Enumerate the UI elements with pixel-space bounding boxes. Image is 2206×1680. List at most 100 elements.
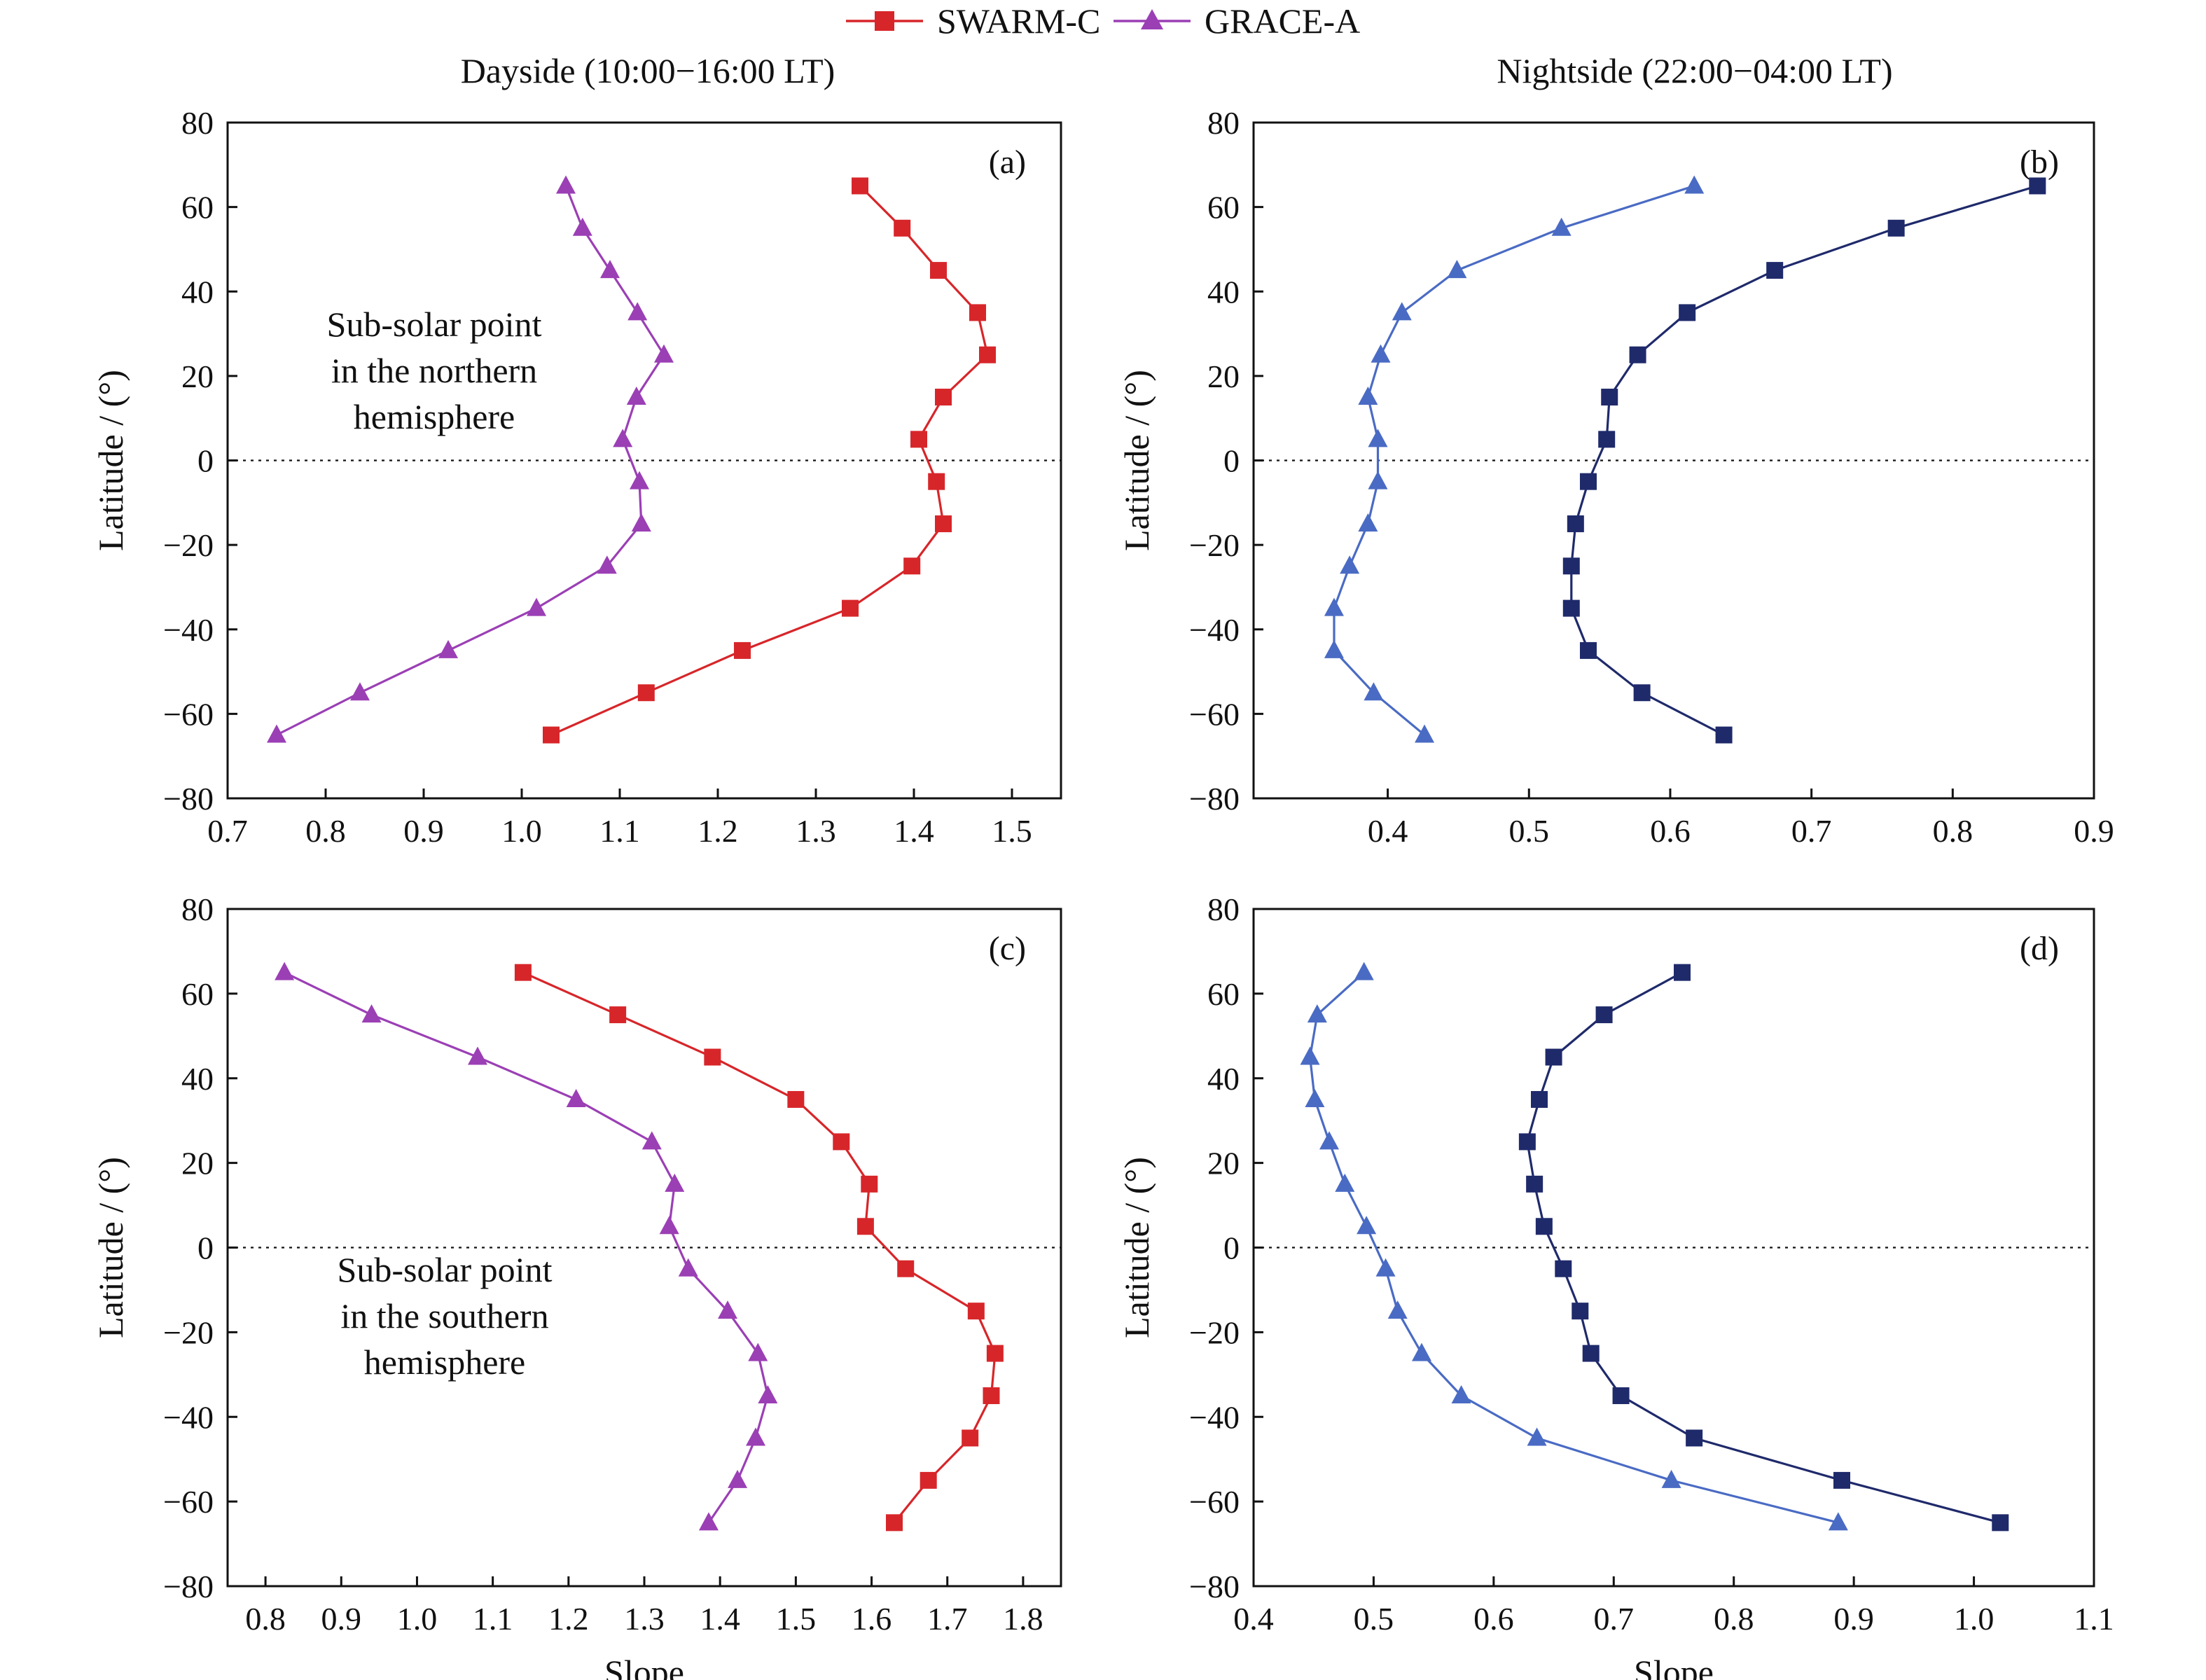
series-swarm-c <box>1518 964 2009 1532</box>
data-point-swarm-c <box>1633 684 1651 702</box>
data-point-swarm-c <box>1887 219 1905 237</box>
annotation-line: Sub-solar point <box>327 305 542 344</box>
x-tick-label: 1.1 <box>599 813 640 849</box>
y-tick-label: −20 <box>1189 527 1240 563</box>
y-tick-label: −40 <box>1189 612 1240 648</box>
x-tick-label: 1.4 <box>894 813 934 849</box>
data-point-grace-a <box>698 1512 719 1531</box>
x-tick-label: 1.1 <box>473 1601 513 1637</box>
x-tick-label: 0.8 <box>1933 813 1973 849</box>
data-point-grace-a <box>1324 639 1344 658</box>
data-point-swarm-c <box>1595 1006 1613 1024</box>
data-point-grace-a <box>718 1300 737 1319</box>
legend-item-grace-a: GRACE-A <box>1114 1 1360 41</box>
y-tick-label: 0 <box>1223 1230 1240 1266</box>
legend: SWARM-C GRACE-A <box>846 1 1360 41</box>
data-point-swarm-c <box>935 389 952 406</box>
data-point-swarm-c <box>928 473 945 490</box>
data-point-swarm-c <box>894 219 911 237</box>
data-point-swarm-c <box>920 1471 937 1489</box>
data-point-swarm-c <box>1579 641 1597 659</box>
data-point-swarm-c <box>986 1345 1004 1362</box>
data-point-swarm-c <box>543 726 560 744</box>
x-tick-label: 1.0 <box>501 813 542 849</box>
data-point-grace-a <box>275 962 295 980</box>
panel-label: (b) <box>2020 144 2059 181</box>
data-point-swarm-c <box>637 684 655 702</box>
data-point-grace-a <box>1354 962 1374 980</box>
data-point-grace-a <box>654 344 674 363</box>
data-point-swarm-c <box>1766 262 1784 279</box>
data-point-grace-a <box>641 1131 662 1150</box>
panel-label: (c) <box>989 930 1026 967</box>
x-tick-label: 1.8 <box>1003 1601 1043 1637</box>
y-tick-label: 0 <box>197 1230 214 1266</box>
data-point-grace-a <box>746 1427 766 1446</box>
x-tick-label: 0.8 <box>305 813 346 849</box>
data-point-swarm-c <box>2029 177 2046 195</box>
annotation-line: in the southern <box>340 1296 548 1335</box>
y-tick-label: 20 <box>1207 1146 1240 1181</box>
series-line-grace-a <box>284 971 769 1524</box>
data-point-grace-a <box>1319 1131 1339 1150</box>
y-tick-label: 40 <box>1207 274 1240 310</box>
y-tick-label: 80 <box>181 105 214 141</box>
data-point-swarm-c <box>1629 346 1646 363</box>
data-point-grace-a <box>438 639 458 658</box>
x-tick-label: 1.3 <box>624 1601 665 1637</box>
data-point-swarm-c <box>930 262 947 279</box>
y-tick-label: −40 <box>1189 1399 1240 1435</box>
x-tick-label: 0.5 <box>1354 1601 1394 1637</box>
data-point-swarm-c <box>1833 1471 1850 1489</box>
data-point-swarm-c <box>910 431 927 448</box>
data-point-grace-a <box>468 1046 487 1065</box>
y-tick-label: −20 <box>1189 1314 1240 1350</box>
data-point-swarm-c <box>903 557 921 575</box>
data-point-swarm-c <box>1582 1345 1600 1362</box>
data-point-swarm-c <box>967 1303 985 1320</box>
data-point-swarm-c <box>1715 726 1733 744</box>
x-tick-label: 0.9 <box>1833 1601 1874 1637</box>
y-tick-label: −40 <box>163 1399 214 1435</box>
data-point-grace-a <box>627 302 648 321</box>
x-tick-label: 0.4 <box>1368 813 1408 849</box>
data-point-swarm-c <box>886 1514 903 1532</box>
y-tick-label: −60 <box>163 696 214 732</box>
y-tick-label: 80 <box>181 891 214 927</box>
data-point-swarm-c <box>1992 1514 2009 1532</box>
panel-c: 0.8 0.9 1.0 1.1 1.2 1.3 1.4 1.5 1.6 1.7 1.8 −80 −60 −… <box>91 891 1062 1680</box>
data-point-swarm-c <box>1535 1218 1553 1235</box>
data-point-grace-a <box>1412 1342 1431 1361</box>
data-point-grace-a <box>527 597 546 616</box>
y-tick-label: 60 <box>181 976 214 1012</box>
panel-d: 0.4 0.5 0.6 0.7 0.8 0.9 1.0 1.1 −80 −60 −40 −20 0 20 4… <box>1117 891 2114 1680</box>
y-tick-label: 20 <box>181 1146 214 1181</box>
data-point-grace-a <box>597 555 617 574</box>
x-tick-label: 0.9 <box>321 1601 362 1637</box>
data-point-swarm-c <box>1567 515 1584 532</box>
data-point-grace-a <box>1684 175 1705 194</box>
data-point-grace-a <box>748 1342 768 1361</box>
data-point-grace-a <box>659 1216 679 1235</box>
data-point-swarm-c <box>514 964 532 981</box>
annotation-line: hemisphere <box>354 397 515 436</box>
data-point-swarm-c <box>1555 1260 1572 1277</box>
data-point-grace-a <box>626 387 646 405</box>
data-point-swarm-c <box>1562 599 1580 617</box>
y-tick-label: 60 <box>1207 190 1240 225</box>
data-point-grace-a <box>1415 724 1435 743</box>
legend-marker-swarm-c <box>875 11 894 31</box>
x-tick-label: 1.2 <box>698 813 738 849</box>
y-tick-label: −80 <box>163 781 214 817</box>
data-point-grace-a <box>1451 1385 1471 1404</box>
data-point-grace-a <box>678 1258 698 1277</box>
data-point-swarm-c <box>1674 964 1691 981</box>
data-point-swarm-c <box>1679 304 1696 321</box>
y-axis-title: Latitude / (°) <box>91 1157 130 1338</box>
data-point-swarm-c <box>609 1006 627 1024</box>
x-tick-label: 0.6 <box>1473 1601 1514 1637</box>
data-point-grace-a <box>758 1385 778 1404</box>
data-point-swarm-c <box>1545 1048 1562 1066</box>
legend-marker-grace-a <box>1141 9 1163 29</box>
x-tick-label: 1.1 <box>2074 1601 2114 1637</box>
